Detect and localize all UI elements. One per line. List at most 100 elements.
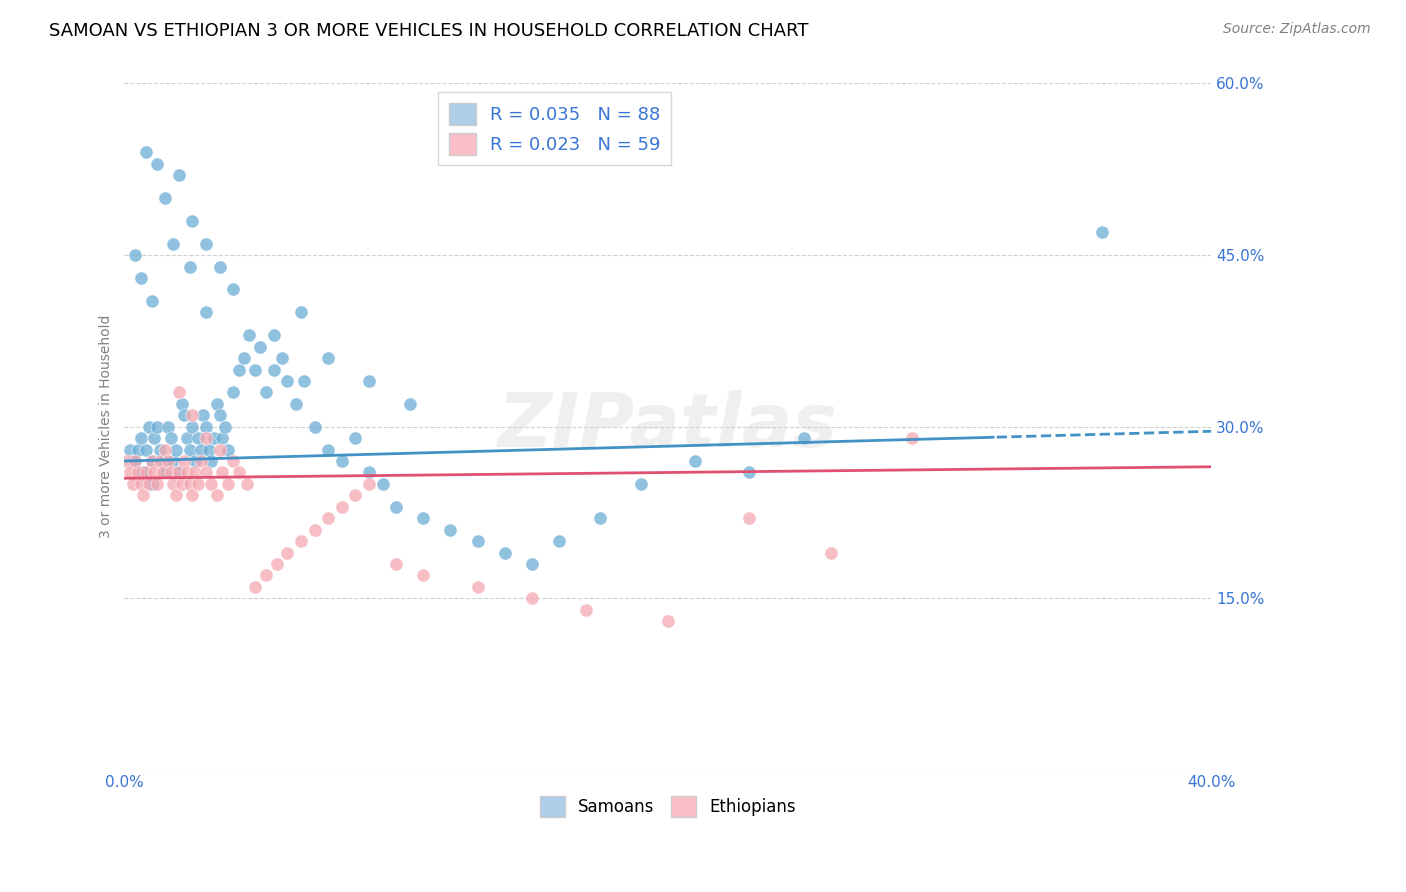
Point bbox=[254, 385, 277, 400]
Point bbox=[165, 488, 187, 502]
Point bbox=[344, 431, 367, 445]
Point bbox=[222, 454, 245, 468]
Point bbox=[152, 466, 174, 480]
Point bbox=[141, 454, 163, 468]
Point bbox=[167, 466, 190, 480]
Point bbox=[371, 477, 394, 491]
Point bbox=[263, 328, 285, 343]
Point bbox=[243, 580, 266, 594]
Point bbox=[197, 442, 219, 457]
Point bbox=[127, 442, 149, 457]
Point bbox=[121, 477, 143, 491]
Point bbox=[205, 488, 228, 502]
Point bbox=[217, 442, 239, 457]
Point bbox=[179, 260, 201, 274]
Point bbox=[118, 442, 141, 457]
Point bbox=[173, 454, 195, 468]
Point bbox=[233, 351, 256, 365]
Point bbox=[141, 454, 163, 468]
Point bbox=[179, 477, 201, 491]
Point bbox=[181, 419, 204, 434]
Point bbox=[520, 591, 543, 606]
Point bbox=[793, 431, 815, 445]
Point bbox=[357, 466, 380, 480]
Point bbox=[200, 477, 222, 491]
Point bbox=[132, 488, 155, 502]
Point bbox=[211, 466, 233, 480]
Point bbox=[141, 293, 163, 308]
Point bbox=[214, 419, 236, 434]
Legend: Samoans, Ethiopians: Samoans, Ethiopians bbox=[533, 789, 803, 823]
Point bbox=[254, 568, 277, 582]
Point bbox=[127, 466, 149, 480]
Point bbox=[179, 442, 201, 457]
Point bbox=[138, 477, 160, 491]
Point bbox=[135, 145, 157, 160]
Point bbox=[149, 454, 172, 468]
Point bbox=[138, 419, 160, 434]
Point bbox=[149, 442, 172, 457]
Point bbox=[439, 523, 461, 537]
Point bbox=[194, 419, 217, 434]
Point bbox=[167, 385, 190, 400]
Point bbox=[217, 477, 239, 491]
Y-axis label: 3 or more Vehicles in Household: 3 or more Vehicles in Household bbox=[100, 315, 114, 539]
Point bbox=[159, 431, 181, 445]
Point bbox=[141, 477, 163, 491]
Point bbox=[683, 454, 706, 468]
Point bbox=[124, 454, 146, 468]
Point bbox=[330, 500, 353, 514]
Point bbox=[467, 534, 489, 549]
Point bbox=[520, 557, 543, 571]
Point bbox=[162, 454, 184, 468]
Point bbox=[238, 328, 260, 343]
Point bbox=[162, 236, 184, 251]
Point bbox=[412, 568, 434, 582]
Point bbox=[589, 511, 612, 525]
Point bbox=[167, 466, 190, 480]
Point bbox=[292, 374, 315, 388]
Point bbox=[165, 442, 187, 457]
Point bbox=[176, 431, 198, 445]
Point bbox=[184, 466, 207, 480]
Text: ZIPatlas: ZIPatlas bbox=[498, 390, 838, 463]
Point bbox=[194, 305, 217, 319]
Point bbox=[135, 442, 157, 457]
Point bbox=[118, 466, 141, 480]
Point bbox=[316, 351, 339, 365]
Point bbox=[181, 213, 204, 227]
Point bbox=[211, 431, 233, 445]
Point bbox=[162, 477, 184, 491]
Point bbox=[304, 419, 326, 434]
Point bbox=[155, 191, 177, 205]
Point bbox=[316, 442, 339, 457]
Point bbox=[271, 351, 294, 365]
Point bbox=[181, 409, 204, 423]
Point bbox=[135, 466, 157, 480]
Point bbox=[124, 454, 146, 468]
Point bbox=[205, 397, 228, 411]
Point bbox=[738, 511, 761, 525]
Point bbox=[467, 580, 489, 594]
Point bbox=[290, 534, 312, 549]
Point bbox=[170, 477, 193, 491]
Point bbox=[284, 397, 307, 411]
Point bbox=[129, 477, 152, 491]
Point bbox=[208, 260, 231, 274]
Point bbox=[228, 466, 250, 480]
Point bbox=[657, 614, 679, 628]
Point bbox=[156, 419, 179, 434]
Point bbox=[412, 511, 434, 525]
Point bbox=[357, 374, 380, 388]
Point bbox=[344, 488, 367, 502]
Point bbox=[170, 397, 193, 411]
Point bbox=[181, 488, 204, 502]
Point bbox=[143, 431, 166, 445]
Point bbox=[159, 466, 181, 480]
Point bbox=[146, 477, 169, 491]
Point bbox=[200, 454, 222, 468]
Point bbox=[276, 374, 298, 388]
Point bbox=[202, 431, 225, 445]
Text: Source: ZipAtlas.com: Source: ZipAtlas.com bbox=[1223, 22, 1371, 37]
Point bbox=[194, 431, 217, 445]
